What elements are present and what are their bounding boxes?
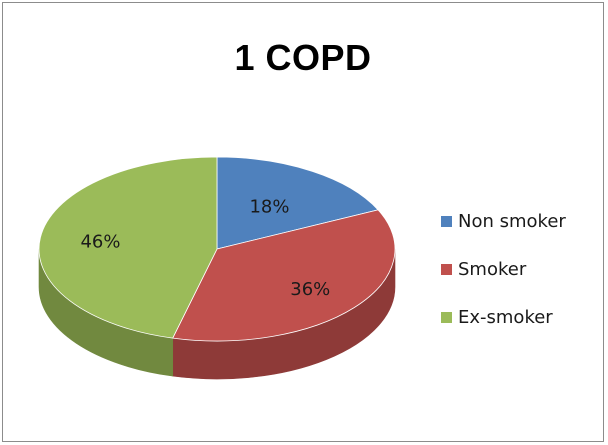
legend-swatch [441,263,452,275]
legend-item-ex-smoker: Ex-smoker [441,305,566,329]
data-label-ex-smoker: 46% [80,231,120,252]
legend-item-smoker: Smoker [441,257,566,281]
legend-label: Ex-smoker [458,306,553,328]
pie-slice-non-smoker [216,156,379,250]
pie-slice-smoker [172,209,396,342]
chart-area: 18% 36% 46% 1 COPD Non smoker Smoker Ex-smok… [2,2,604,442]
data-label-non-smoker: 18% [249,196,289,217]
legend-label: Smoker [458,258,527,280]
chart-title: 1 COPD [234,37,372,78]
data-label-smoker: 36% [290,279,330,300]
legend-label: Non smoker [458,210,566,232]
pie-slice-ex-smoker [38,156,218,339]
legend-swatch [441,215,452,227]
pie-chart: 18% 36% 46% [38,156,396,380]
legend-swatch [441,311,452,323]
legend: Non smoker Smoker Ex-smoker [441,209,566,353]
legend-item-non-smoker: Non smoker [441,209,566,233]
